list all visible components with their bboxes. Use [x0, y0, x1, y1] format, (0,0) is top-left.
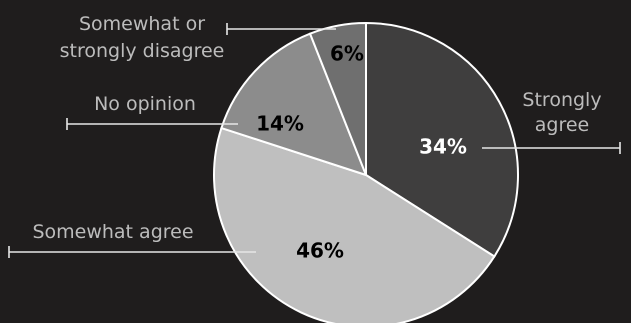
category-label-somewhat-agree: Somewhat agree: [32, 221, 193, 243]
pie-slices: [213, 21, 519, 323]
pie-labels: Strongly agree 34% Somewhat agree 46% No opin…: [8, 13, 621, 263]
leader-line-strongly-agree: [482, 142, 621, 154]
leader-line-no-opinion: [66, 118, 238, 130]
value-label-somewhat-or-strongly-disagree: 6%: [330, 42, 364, 66]
leader-line-somewhat-or-strongly-disagree: [226, 23, 336, 35]
leader-line-somewhat-agree: [8, 246, 256, 258]
category-label-somewhat-or-strongly-disagree: Somewhat or: [79, 13, 205, 35]
value-label-no-opinion: 14%: [256, 112, 304, 136]
pie-slice-no-opinion: [220, 32, 368, 177]
category-label-no-opinion: No opinion: [94, 93, 196, 115]
category-label-somewhat-or-strongly-disagree: strongly disagree: [60, 40, 225, 62]
category-label-strongly-agree: Strongly: [522, 89, 601, 111]
category-label-strongly-agree: agree: [535, 114, 589, 136]
pie-slice-somewhat-or-strongly-disagree: [308, 21, 367, 176]
pie-slice-somewhat-agree: [213, 126, 496, 323]
value-label-strongly-agree: 34%: [419, 135, 467, 159]
value-label-somewhat-agree: 46%: [296, 239, 344, 263]
